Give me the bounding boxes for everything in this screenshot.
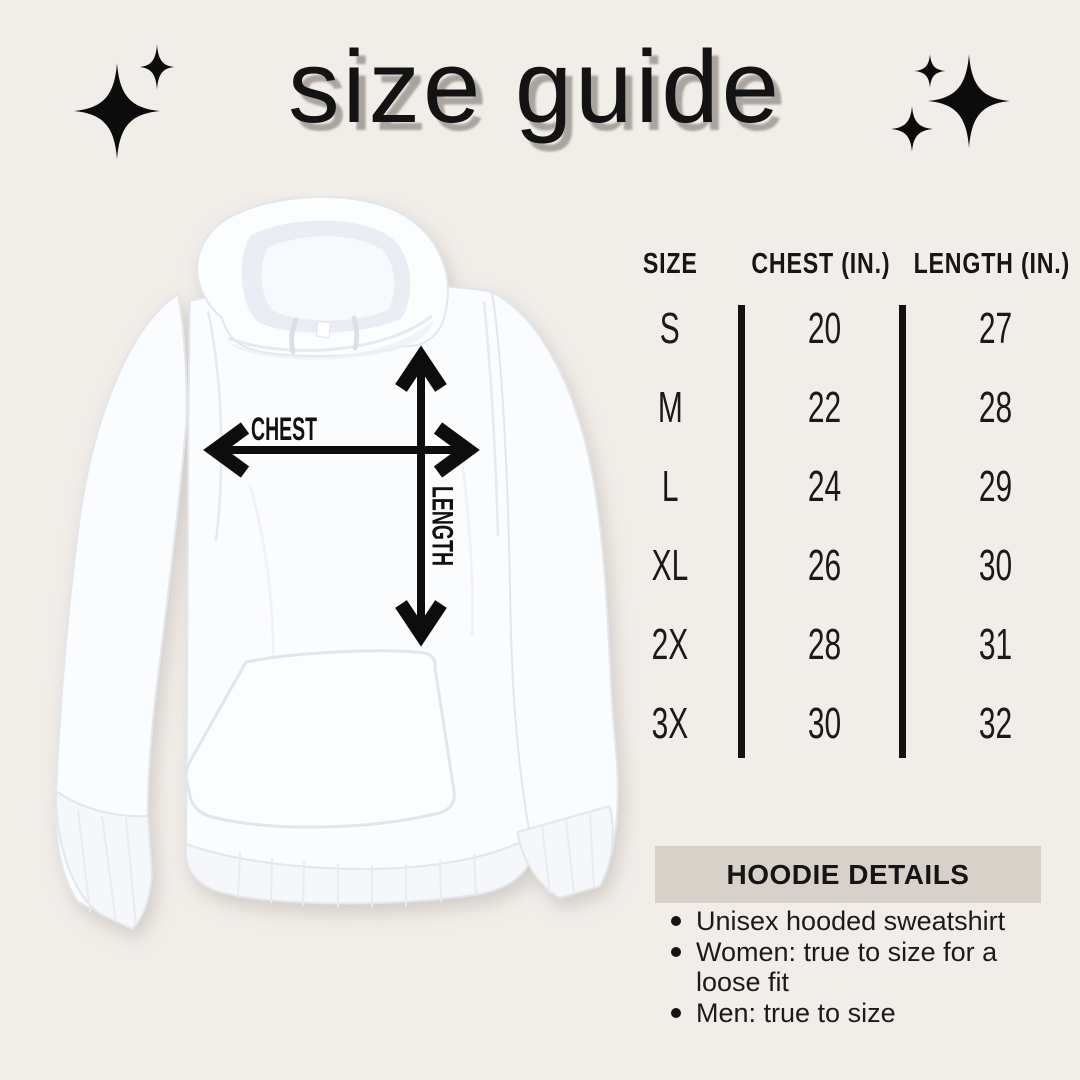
table-header-size: SIZE (642, 248, 698, 280)
hoodie-garment (54, 196, 619, 931)
table-cell-chest: 28 (807, 620, 841, 669)
table-cell-size: 3X (651, 699, 689, 748)
table-cell-chest: 20 (807, 304, 841, 353)
hoodie-photo: CHEST LENGTH (54, 196, 619, 931)
table-divider (899, 305, 906, 758)
list-item: Unisex hooded sweatshirt (660, 906, 1026, 937)
detail-text: Unisex hooded sweatshirt (696, 906, 1006, 936)
detail-text: Men: true to size (696, 997, 896, 1028)
details-list: Unisex hooded sweatshirt Women: true to … (660, 906, 1026, 1028)
table-divider (738, 305, 745, 758)
drawstring (289, 315, 360, 355)
length-arrow-label: LENGTH (426, 486, 459, 566)
table-cell-chest: 22 (807, 383, 841, 432)
table-column-size: S M L XL 2X 3X (613, 289, 727, 763)
table-cell-size: XL (651, 541, 689, 590)
hoodie-pocket (184, 649, 456, 829)
page-title: size guide (288, 29, 782, 144)
list-item: Women: true to size for a loose fit (660, 937, 1026, 998)
bullet-dot-icon (671, 1007, 681, 1018)
sparkle-small-icon (140, 44, 174, 90)
table-cell-chest: 26 (807, 541, 841, 590)
table-cell-size: 2X (651, 620, 689, 669)
table-cell-length: 30 (978, 541, 1012, 590)
table-header-length: LENGTH (IN.) (913, 248, 1071, 280)
list-item: Men: true to size (660, 998, 1026, 1029)
detail-text: Women: true to size for a loose fit (696, 936, 998, 998)
table-cell-size: M (657, 383, 683, 432)
details-heading: HOODIE DETAILS (655, 846, 1041, 903)
table-cell-length: 31 (978, 620, 1012, 669)
sparkle-icon (891, 53, 1010, 152)
sparkle-medium-icon (891, 106, 933, 152)
sparkle-large-icon (928, 53, 1010, 148)
table-cell-length: 28 (978, 383, 1012, 432)
table-column-length: 27 28 29 30 31 32 (938, 289, 1052, 763)
table-cell-chest: 24 (807, 462, 841, 511)
sparkle-large-icon (74, 63, 160, 159)
length-arrow-icon (395, 345, 447, 647)
sparkle-icon (74, 44, 174, 159)
bullet-dot-icon (671, 916, 681, 926)
table-cell-size: L (661, 462, 679, 511)
chest-arrow-icon (203, 422, 480, 478)
neck-tag (315, 321, 331, 338)
table-header-chest: CHEST (IN.) (751, 248, 891, 280)
table-cell-length: 29 (978, 462, 1012, 511)
bullet-dot-icon (671, 946, 681, 957)
table-cell-length: 32 (978, 699, 1012, 748)
table-cell-chest: 30 (807, 699, 841, 748)
chest-arrow-label: CHEST (251, 411, 317, 447)
sparkle-small-icon (914, 54, 946, 88)
table-column-chest: 20 22 24 26 28 30 (767, 289, 881, 763)
table-cell-length: 27 (978, 304, 1012, 353)
table-cell-size: S (660, 304, 680, 353)
